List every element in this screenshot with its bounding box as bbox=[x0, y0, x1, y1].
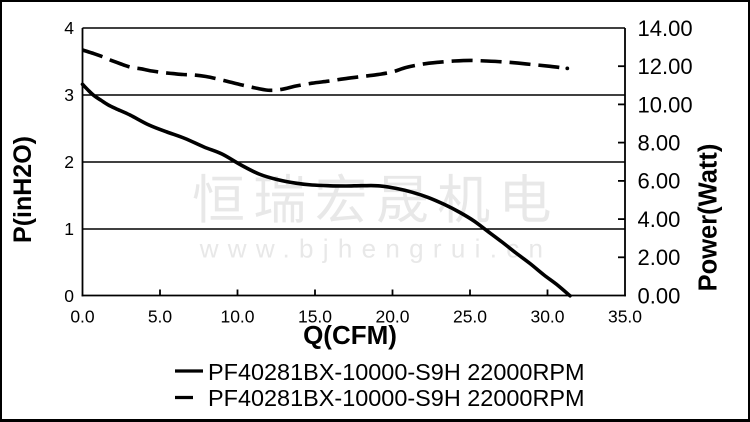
svg-text:2: 2 bbox=[64, 152, 74, 172]
svg-text:0.00: 0.00 bbox=[638, 283, 681, 308]
svg-text:0: 0 bbox=[64, 286, 74, 306]
svg-text:2.00: 2.00 bbox=[638, 245, 681, 270]
svg-text:PF40281BX-10000-S9H 22000RPM: PF40281BX-10000-S9H 22000RPM bbox=[208, 385, 585, 411]
svg-text:0.0: 0.0 bbox=[70, 306, 95, 326]
svg-text:4.00: 4.00 bbox=[638, 207, 681, 232]
svg-text:4: 4 bbox=[64, 18, 74, 38]
svg-text:15.0: 15.0 bbox=[298, 306, 332, 326]
svg-text:PF40281BX-10000-S9H 22000RPM: PF40281BX-10000-S9H 22000RPM bbox=[208, 359, 585, 385]
svg-text:20.0: 20.0 bbox=[375, 306, 409, 326]
svg-text:12.00: 12.00 bbox=[638, 54, 693, 79]
svg-text:5.0: 5.0 bbox=[148, 306, 173, 326]
svg-text:10.0: 10.0 bbox=[220, 306, 254, 326]
svg-text:8.00: 8.00 bbox=[638, 131, 681, 156]
svg-text:Q(CFM): Q(CFM) bbox=[303, 320, 397, 350]
svg-text:1: 1 bbox=[64, 219, 74, 239]
svg-text:3: 3 bbox=[64, 85, 74, 105]
svg-text:14.00: 14.00 bbox=[638, 16, 693, 41]
svg-text:30.0: 30.0 bbox=[530, 306, 564, 326]
svg-text:www.bjhengrui.cn: www.bjhengrui.cn bbox=[199, 234, 553, 264]
svg-text:10.00: 10.00 bbox=[638, 92, 693, 117]
svg-text:25.0: 25.0 bbox=[453, 306, 487, 326]
svg-text:Power(Watt): Power(Watt) bbox=[695, 144, 723, 292]
svg-text:P(inH2O): P(inH2O) bbox=[9, 136, 37, 243]
svg-text:35.0: 35.0 bbox=[608, 306, 642, 326]
svg-text:6.00: 6.00 bbox=[638, 169, 681, 194]
